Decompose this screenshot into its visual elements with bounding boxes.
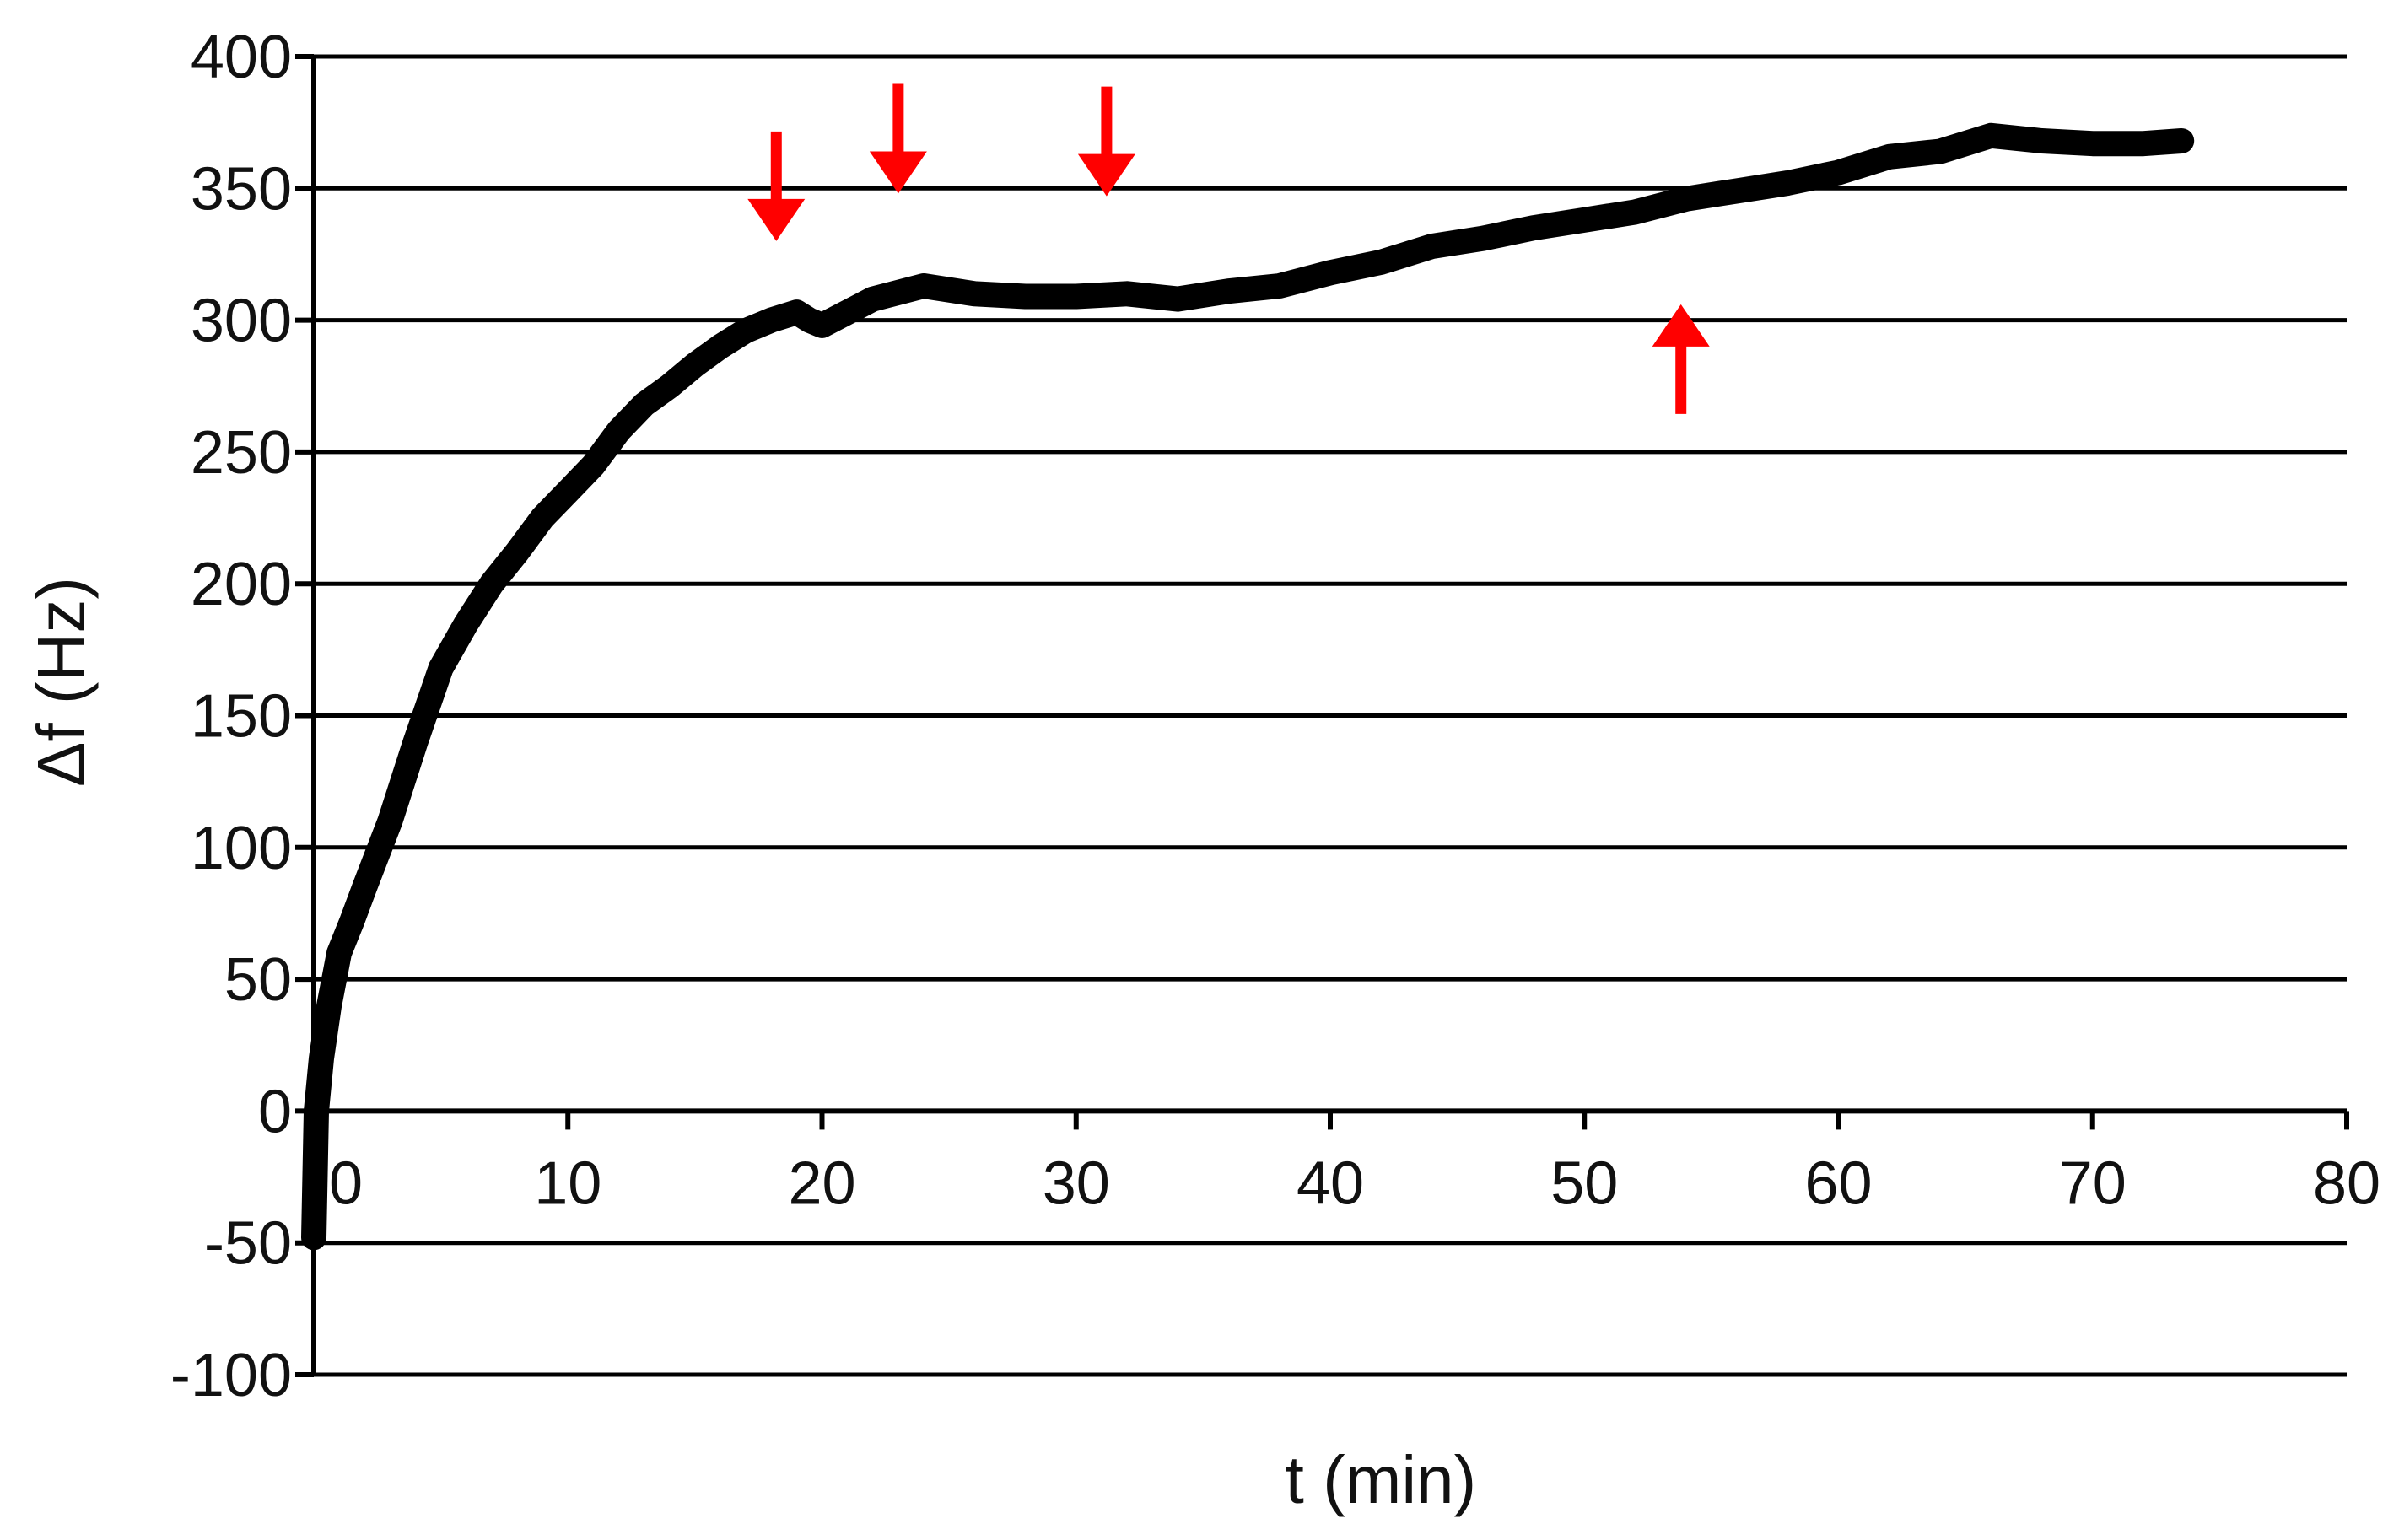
series-layer [301, 122, 2195, 1251]
data-point [1725, 179, 1749, 203]
data-point [310, 1046, 334, 1070]
data-point [1674, 186, 1698, 211]
y-tick-label: 150 [191, 683, 292, 751]
y-tick-label: 100 [191, 815, 292, 882]
x-tick-label: 40 [1297, 1150, 1364, 1217]
y-tick-label: 200 [191, 551, 292, 618]
data-point [2080, 132, 2105, 156]
x-tick-label: 20 [788, 1150, 855, 1217]
annotation-layer [747, 83, 1710, 414]
data-point [556, 479, 580, 503]
data-point [429, 656, 453, 681]
data-point [1369, 250, 1394, 274]
arrow-head [1652, 304, 1710, 347]
data-point [1776, 171, 1800, 196]
y-tick-label: 400 [191, 24, 292, 91]
data-point [317, 993, 342, 1018]
x-tick-labels: 0 10 20 30 40 50 60 70 80 [329, 1150, 2380, 1217]
data-point [403, 730, 428, 754]
x-tick-label: 0 [329, 1150, 363, 1217]
x-tick-label: 80 [2313, 1150, 2380, 1217]
data-point [912, 273, 935, 298]
data-point [378, 809, 402, 833]
y-tick-label: 250 [191, 419, 292, 487]
data-point [2030, 129, 2054, 153]
x-tick-label: 30 [1043, 1150, 1110, 1217]
arrow-down-annotation [869, 83, 927, 194]
y-tick-label: 350 [191, 155, 292, 223]
data-point [2132, 132, 2155, 156]
arrow-down-annotation [747, 131, 806, 241]
data-point [1826, 160, 1851, 185]
data-point [1979, 123, 2003, 148]
data-point [353, 875, 377, 899]
arrow-up-annotation [1652, 304, 1710, 414]
arrow-head [1077, 153, 1135, 197]
data-point [1623, 200, 1647, 224]
data-point [606, 418, 631, 443]
data-point [1522, 216, 1545, 240]
data-point [340, 909, 364, 934]
data-point [810, 313, 834, 337]
x-tick-label: 10 [534, 1150, 601, 1217]
data-point [1267, 273, 1291, 298]
x-axis-title: t (min) [1286, 1442, 1477, 1517]
data-point [734, 319, 758, 343]
data-point [1928, 139, 1952, 164]
y-tick-label: 300 [191, 288, 292, 355]
data-point [860, 287, 885, 311]
x-tick-label: 60 [1804, 1150, 1872, 1217]
y-tick-labels: 400 350 300 250 200 150 100 50 0 -50 -100 [170, 24, 292, 1409]
data-point [479, 572, 504, 596]
data-point [682, 353, 707, 377]
arrow-head [747, 198, 806, 241]
data-point [1115, 282, 1139, 306]
data-point [302, 1225, 326, 1250]
data-point [2170, 129, 2194, 153]
data-point [454, 611, 478, 636]
y-tick-label: -100 [170, 1342, 292, 1409]
data-point [305, 1099, 329, 1123]
data-point [1877, 144, 1901, 169]
data-point [1572, 207, 1597, 232]
y-tick-label: -50 [204, 1210, 292, 1278]
y-axis-title: Δf (Hz) [24, 577, 99, 787]
data-point [1318, 261, 1342, 285]
data-point [709, 334, 732, 358]
arrow-down-annotation [1077, 86, 1135, 197]
data-point [581, 453, 606, 477]
data-point [632, 392, 656, 417]
arrow-head [869, 151, 927, 194]
data-point [327, 940, 352, 965]
series-line [301, 122, 2195, 1251]
data-point [1216, 279, 1241, 304]
y-tick-label: 0 [258, 1078, 292, 1145]
data-point [1166, 287, 1190, 311]
data-point [1013, 284, 1038, 309]
y-tick-label: 50 [224, 946, 292, 1014]
data-point [657, 374, 682, 398]
data-point [505, 540, 529, 564]
data-point [1064, 284, 1088, 309]
data-point [962, 282, 987, 306]
data-point [1470, 226, 1495, 250]
data-point [759, 308, 784, 332]
data-point [531, 506, 555, 530]
data-point [1420, 234, 1444, 259]
x-tick-label: 70 [2059, 1150, 2127, 1217]
x-tick-label: 50 [1550, 1150, 1618, 1217]
